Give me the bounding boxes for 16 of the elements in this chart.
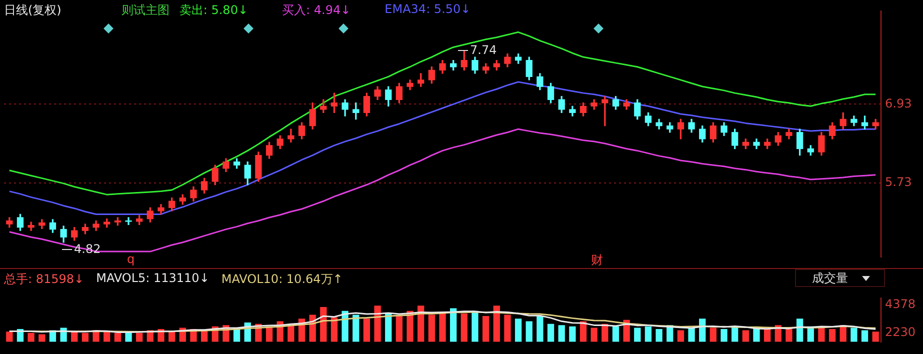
y-tick-label: 2230 (885, 324, 916, 339)
text: EMA34: 5.50↓ (384, 2, 471, 18)
annotation: 财 (591, 252, 603, 269)
text: 成交量 (812, 270, 848, 286)
text: MAVOL10: 10.64万↑ (221, 271, 343, 288)
annotation: 7.74 (470, 43, 497, 57)
text: 卖出: 5.80↓ (179, 2, 248, 19)
annotation: q (127, 252, 135, 266)
y-tick-label: 6.93 (885, 96, 912, 110)
text: MAVOL5: 113110↓ (96, 271, 210, 287)
text: 总手: 81598↓ (4, 271, 84, 288)
y-tick-label: 4378 (885, 297, 916, 312)
annotation: 日线(复权) (4, 2, 62, 19)
y-tick-label: 5.73 (885, 174, 912, 189)
annotation: 则试主图 (121, 2, 170, 19)
text: 买入: 4.94↓ (282, 2, 351, 19)
